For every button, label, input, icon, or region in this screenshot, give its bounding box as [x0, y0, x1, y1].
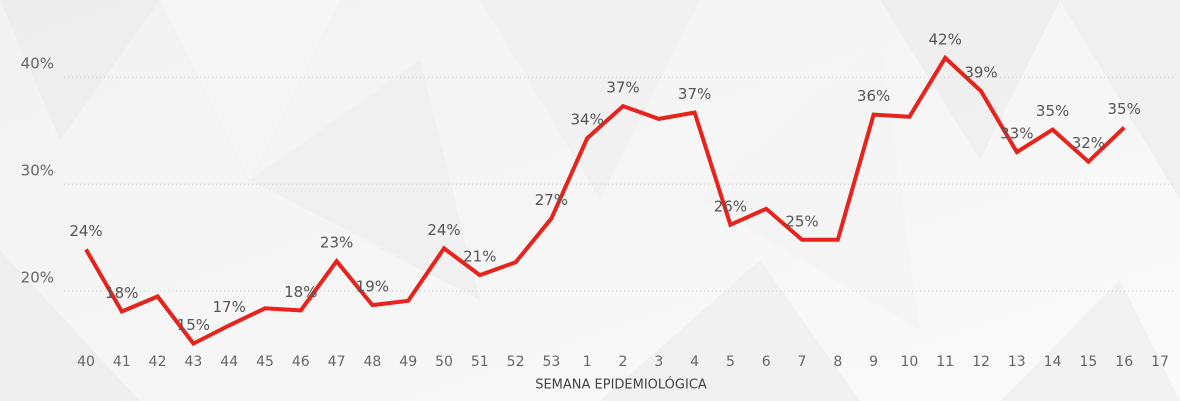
x-tick-label: 13 [1008, 354, 1026, 370]
data-label: 37% [678, 85, 711, 103]
data-label: 23% [320, 234, 353, 252]
x-axis-title: SEMANA EPIDEMIOLÓGICA [535, 377, 707, 393]
x-tick-label: 1 [583, 354, 592, 370]
x-tick-label: 41 [113, 354, 131, 370]
data-label: 27% [535, 191, 568, 209]
data-label: 39% [964, 64, 997, 82]
data-label: 24% [427, 221, 460, 239]
x-tick-label: 14 [1044, 354, 1062, 370]
x-tick-label: 48 [363, 354, 381, 370]
data-label: 36% [857, 87, 890, 105]
x-tick-label: 7 [798, 354, 807, 370]
x-tick-label: 5 [726, 354, 735, 370]
data-label: 18% [105, 284, 138, 302]
x-tick-label: 9 [869, 354, 878, 370]
y-tick-label: 30% [21, 162, 54, 180]
x-tick-label: 15 [1079, 354, 1097, 370]
y-tick-label: 40% [21, 55, 54, 73]
x-tick-label: 50 [435, 354, 453, 370]
data-label: 26% [714, 197, 747, 215]
data-line [84, 54, 1126, 347]
x-tick-label: 4 [690, 354, 699, 370]
x-tick-label: 49 [399, 354, 417, 370]
x-tick-label: 43 [184, 354, 202, 370]
data-label: 42% [929, 30, 962, 48]
x-tick-label: 53 [542, 354, 560, 370]
data-label: 21% [463, 248, 496, 266]
data-label: 18% [284, 283, 317, 301]
x-tick-label: 11 [936, 354, 954, 370]
x-tick-label: 45 [256, 354, 274, 370]
x-tick-label: 40 [77, 354, 95, 370]
x-tick-label: 10 [900, 354, 918, 370]
x-tick-label: 52 [507, 354, 525, 370]
x-tick-label: 3 [654, 354, 663, 370]
data-label: 34% [571, 111, 604, 129]
x-tick-label: 6 [762, 354, 771, 370]
x-tick-label: 16 [1115, 354, 1133, 370]
data-label: 24% [69, 222, 102, 240]
x-tick-label: 12 [972, 354, 990, 370]
x-tick-label: 51 [471, 354, 489, 370]
x-tick-label: 44 [220, 354, 238, 370]
data-label: 25% [785, 212, 818, 230]
x-tick-label: 47 [328, 354, 346, 370]
x-tick-label: 2 [619, 354, 628, 370]
data-label: 19% [356, 278, 389, 296]
data-label: 35% [1036, 102, 1069, 120]
data-label: 37% [606, 79, 639, 97]
data-label: 17% [213, 298, 246, 316]
data-label: 32% [1072, 134, 1105, 152]
x-tick-label: 46 [292, 354, 310, 370]
y-tick-label: 20% [21, 269, 54, 287]
x-tick-label: 17 [1151, 354, 1169, 370]
data-label: 33% [1000, 125, 1033, 143]
data-label: 15% [177, 316, 210, 334]
x-tick-label: 8 [833, 354, 842, 370]
data-label: 35% [1108, 100, 1141, 118]
x-tick-label: 42 [149, 354, 167, 370]
